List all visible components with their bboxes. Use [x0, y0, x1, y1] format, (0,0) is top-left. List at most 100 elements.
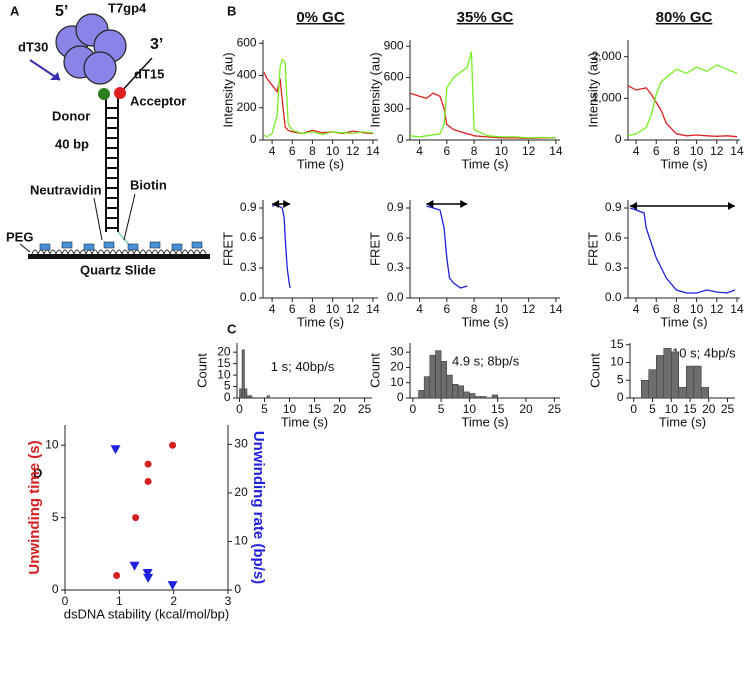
y-tick-label: 0.6	[387, 230, 404, 244]
y-tick-label: 0	[397, 390, 404, 404]
x-tick-label: 2	[170, 594, 177, 608]
x-tick-label: 4	[633, 302, 640, 316]
x-tick-label: 5	[649, 402, 656, 416]
bar	[648, 369, 657, 399]
bar	[678, 387, 687, 399]
x-tick-label: 0	[236, 402, 243, 416]
panel-label: B	[227, 3, 236, 18]
y-tick-label: 1,000	[592, 91, 622, 105]
arrow-head	[272, 200, 280, 208]
x-tick-label: 5	[261, 402, 268, 416]
bar	[480, 396, 487, 399]
bar	[671, 351, 679, 399]
x-tick-label: 10	[283, 402, 297, 416]
x-axis-label: Time (s)	[297, 156, 344, 171]
bar	[452, 384, 459, 399]
y-tick-label: 0	[250, 132, 257, 146]
x-tick-label: 14	[366, 302, 380, 316]
trace	[409, 51, 556, 139]
x-tick-label: 20	[702, 402, 716, 416]
x-tick-label: 8	[309, 302, 316, 316]
x-tick-label: 14	[366, 144, 380, 158]
y-tick-label: 20	[217, 344, 231, 358]
y-tick-label: 0.6	[240, 230, 257, 244]
acceptor-dye	[114, 87, 126, 99]
x-tick-label: 4	[269, 302, 276, 316]
annotation: 1 s; 40bp/s	[271, 359, 335, 374]
x-tick-label: 10	[463, 402, 477, 416]
x-tick-label: 15	[683, 402, 697, 416]
x-tick-label: 12	[522, 302, 536, 316]
bar	[241, 349, 245, 399]
x-tick-label: 1	[116, 594, 123, 608]
panel-label: C	[227, 321, 237, 336]
bar	[440, 361, 448, 399]
y-tick-label: 30	[234, 437, 248, 451]
x-axis-label: dsDNA stability (kcal/mol/bp)	[64, 606, 229, 621]
y-tick-label: 600	[237, 35, 257, 49]
peg	[31, 249, 207, 256]
y-tick-label: 5	[52, 510, 59, 524]
bar	[249, 395, 253, 399]
point	[169, 441, 177, 449]
x-tick-label: 3	[225, 594, 232, 608]
y-tick-label: 30	[390, 344, 404, 358]
y-tick-label: 0.6	[605, 230, 622, 244]
label: dT30	[18, 39, 48, 54]
label: Biotin	[130, 177, 167, 192]
donor-dye	[98, 88, 110, 100]
y-axis-label: FRET	[585, 232, 600, 266]
diagram: 5’ T7gp4 dT30 3’ dT15 Donor Acceptor 40 …	[6, 0, 210, 277]
y-tick-label: 900	[384, 38, 404, 52]
chart-title: 80% GC	[656, 9, 713, 26]
x-axis-label: Time (s)	[461, 314, 508, 329]
x-tick-label: 6	[653, 144, 660, 158]
x-tick-label: 6	[289, 302, 296, 316]
arrow-head	[283, 200, 291, 208]
x-tick-label: 14	[549, 144, 563, 158]
bar	[693, 365, 702, 399]
y-tick-label: 5	[224, 379, 231, 393]
bar	[656, 355, 664, 399]
y-tick-label: 15	[217, 356, 231, 370]
label: Quartz Slide	[80, 262, 156, 277]
bar	[457, 385, 465, 399]
x-tick-label: 10	[495, 302, 509, 316]
x-tick-label: 0	[409, 402, 416, 416]
y-axis-label: Intensity (au)	[585, 52, 600, 127]
trace	[409, 92, 556, 140]
x-axis-label: Time (s)	[297, 314, 344, 329]
y-tick-label: 0	[617, 390, 624, 404]
x-tick-label: 6	[443, 302, 450, 316]
label: T7gp4	[108, 0, 147, 15]
protein-shape	[55, 13, 127, 85]
bar	[686, 365, 694, 399]
y-tick-label: 0	[234, 582, 241, 596]
y-tick-label: 300	[384, 101, 404, 115]
y-axis-label: Count	[587, 353, 602, 388]
x-tick-label: 15	[308, 402, 322, 416]
arrow-head	[727, 202, 735, 210]
x-tick-label: 4	[269, 144, 276, 158]
y-tick-label: 10	[390, 375, 404, 389]
x-axis-label: Time (s)	[461, 414, 508, 429]
x-tick-label: 10	[690, 144, 704, 158]
y-axis-label: Unwinding time (s)	[26, 440, 43, 574]
trace	[627, 64, 738, 137]
label: Acceptor	[130, 93, 186, 108]
bar	[463, 391, 470, 399]
label: PEG	[6, 229, 33, 244]
bar	[701, 387, 709, 399]
x-tick-label: 14	[730, 144, 744, 158]
slide	[28, 254, 210, 259]
label: 5’	[55, 3, 68, 20]
x-axis-label: Time (s)	[660, 156, 707, 171]
x-tick-label: 5	[438, 402, 445, 416]
x-tick-label: 20	[519, 402, 533, 416]
x-tick-label: 6	[443, 144, 450, 158]
bar	[239, 388, 243, 399]
y-tick-label: 10	[45, 437, 59, 451]
y-tick-label: 10	[234, 534, 248, 548]
pointer	[123, 193, 136, 241]
x-tick-label: 8	[309, 144, 316, 158]
